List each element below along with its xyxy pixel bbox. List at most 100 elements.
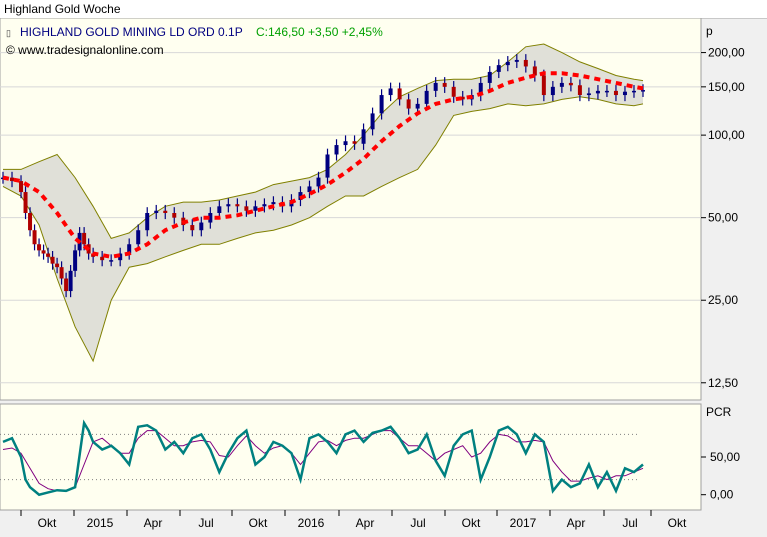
x-tick-label: Apr <box>144 516 163 530</box>
candle-body <box>514 59 519 62</box>
x-tick-label: 2016 <box>298 516 325 530</box>
candle-body <box>568 82 573 86</box>
candle-body <box>631 90 636 93</box>
candle-body <box>10 177 15 182</box>
x-tick-label: 2017 <box>510 516 537 530</box>
candle-body <box>370 113 375 130</box>
price-y-tick-label: 50,00 <box>708 211 738 225</box>
candle-body <box>64 278 69 292</box>
pcr-line <box>2 419 644 497</box>
candle-body <box>145 213 150 231</box>
candle-body <box>59 267 64 279</box>
candle-body <box>226 204 231 207</box>
pcr-signal-line <box>2 430 644 492</box>
candle-body <box>235 204 240 207</box>
price-unit-label: p <box>706 24 713 38</box>
candle-body <box>19 181 24 193</box>
candle-body <box>406 99 411 109</box>
candle-body <box>352 141 357 144</box>
x-tick-label: Okt <box>38 516 57 530</box>
candle-body <box>82 232 87 245</box>
pcr-y-axis: 50,00 0,00 <box>701 450 740 502</box>
candle-body <box>496 65 501 72</box>
candle-body <box>32 230 37 245</box>
candle-body <box>622 91 627 96</box>
candle-body <box>127 244 132 254</box>
chart-area[interactable]: 200,00 150,00 100,00 50,00 25,00 12,50 50,00 0… <box>0 18 767 537</box>
candle-body <box>316 177 321 187</box>
candle-body <box>28 213 33 231</box>
window-titlebar: Highland Gold Woche <box>0 0 767 19</box>
candle-body <box>613 90 618 96</box>
candle-body <box>397 88 402 100</box>
candle-body <box>361 129 366 144</box>
candle-body <box>154 210 159 214</box>
pcr-panel[interactable] <box>0 403 702 511</box>
x-tick-label: Jul <box>410 516 425 530</box>
x-tick-label: Okt <box>249 516 268 530</box>
pcr-y-tick-label: 50,00 <box>710 450 740 464</box>
candle-body <box>244 206 249 211</box>
candle-body <box>424 90 429 104</box>
candle-body <box>23 192 28 214</box>
candle-body <box>136 230 141 245</box>
candle-body <box>163 210 168 214</box>
candle-body <box>460 96 465 100</box>
candle-body <box>68 270 73 292</box>
band-lower-line <box>2 96 644 363</box>
chart-title: HIGHLAND GOLD MINING LD ORD 0.1P <box>20 25 243 39</box>
window-title: Highland Gold Woche <box>4 2 121 16</box>
x-tick-label: Okt <box>462 516 481 530</box>
candle-body <box>388 88 393 96</box>
pcr-y-tick-label: 0,00 <box>710 488 734 502</box>
candle-body <box>523 59 528 67</box>
candle-body <box>325 154 330 178</box>
candle-body <box>262 204 267 207</box>
x-tick-label: Okt <box>668 516 687 530</box>
pcr-label: PCR <box>706 405 732 419</box>
candle-body <box>550 86 555 96</box>
candle-body <box>415 103 420 109</box>
chart-style-icon[interactable]: ▯ <box>6 28 11 38</box>
candle-body <box>442 82 447 87</box>
candle-body <box>208 213 213 223</box>
price-y-tick-label: 25,00 <box>708 293 738 307</box>
candle-body <box>334 145 339 155</box>
price-y-tick-label: 12,50 <box>708 376 738 390</box>
x-tick-label: Apr <box>567 516 586 530</box>
candle-body <box>46 253 51 257</box>
price-y-tick-label: 100,00 <box>708 128 745 142</box>
candle-body <box>55 263 60 268</box>
candle-body <box>604 90 609 93</box>
candle-body <box>532 66 537 76</box>
candle-body <box>37 244 42 251</box>
candle-body <box>50 256 55 264</box>
candle-body <box>559 82 564 87</box>
price-y-axis: 200,00 150,00 100,00 50,00 25,00 12,50 <box>701 46 745 390</box>
candle-body <box>487 71 492 83</box>
x-tick-label: Jul <box>198 516 213 530</box>
candle-body <box>641 90 645 92</box>
candle-body <box>73 250 78 271</box>
band-fill <box>3 44 643 362</box>
candle-body <box>343 141 348 146</box>
candle-body <box>505 61 510 66</box>
candle-body <box>172 213 177 218</box>
copyright-credit: © www.tradesignalonline.com <box>6 43 164 57</box>
candle-body <box>541 75 546 96</box>
candle-body <box>595 90 600 94</box>
candle-body <box>577 85 582 96</box>
candle-body <box>271 202 276 205</box>
candle-body <box>451 86 456 97</box>
quote-readout: C:146,50 +3,50 +2,45% <box>256 25 383 39</box>
candle-body <box>586 93 591 96</box>
candle-body <box>307 186 312 193</box>
candle-body <box>253 206 258 211</box>
candle-body <box>41 250 46 254</box>
moving-average-line <box>2 71 644 259</box>
candle-body <box>190 225 195 231</box>
x-tick-label: Apr <box>356 516 375 530</box>
x-axis: Okt 2015 Apr Jul Okt 2016 Apr Jul Okt 2017 Apr Jul O… <box>20 510 687 530</box>
candle-body <box>199 222 204 231</box>
